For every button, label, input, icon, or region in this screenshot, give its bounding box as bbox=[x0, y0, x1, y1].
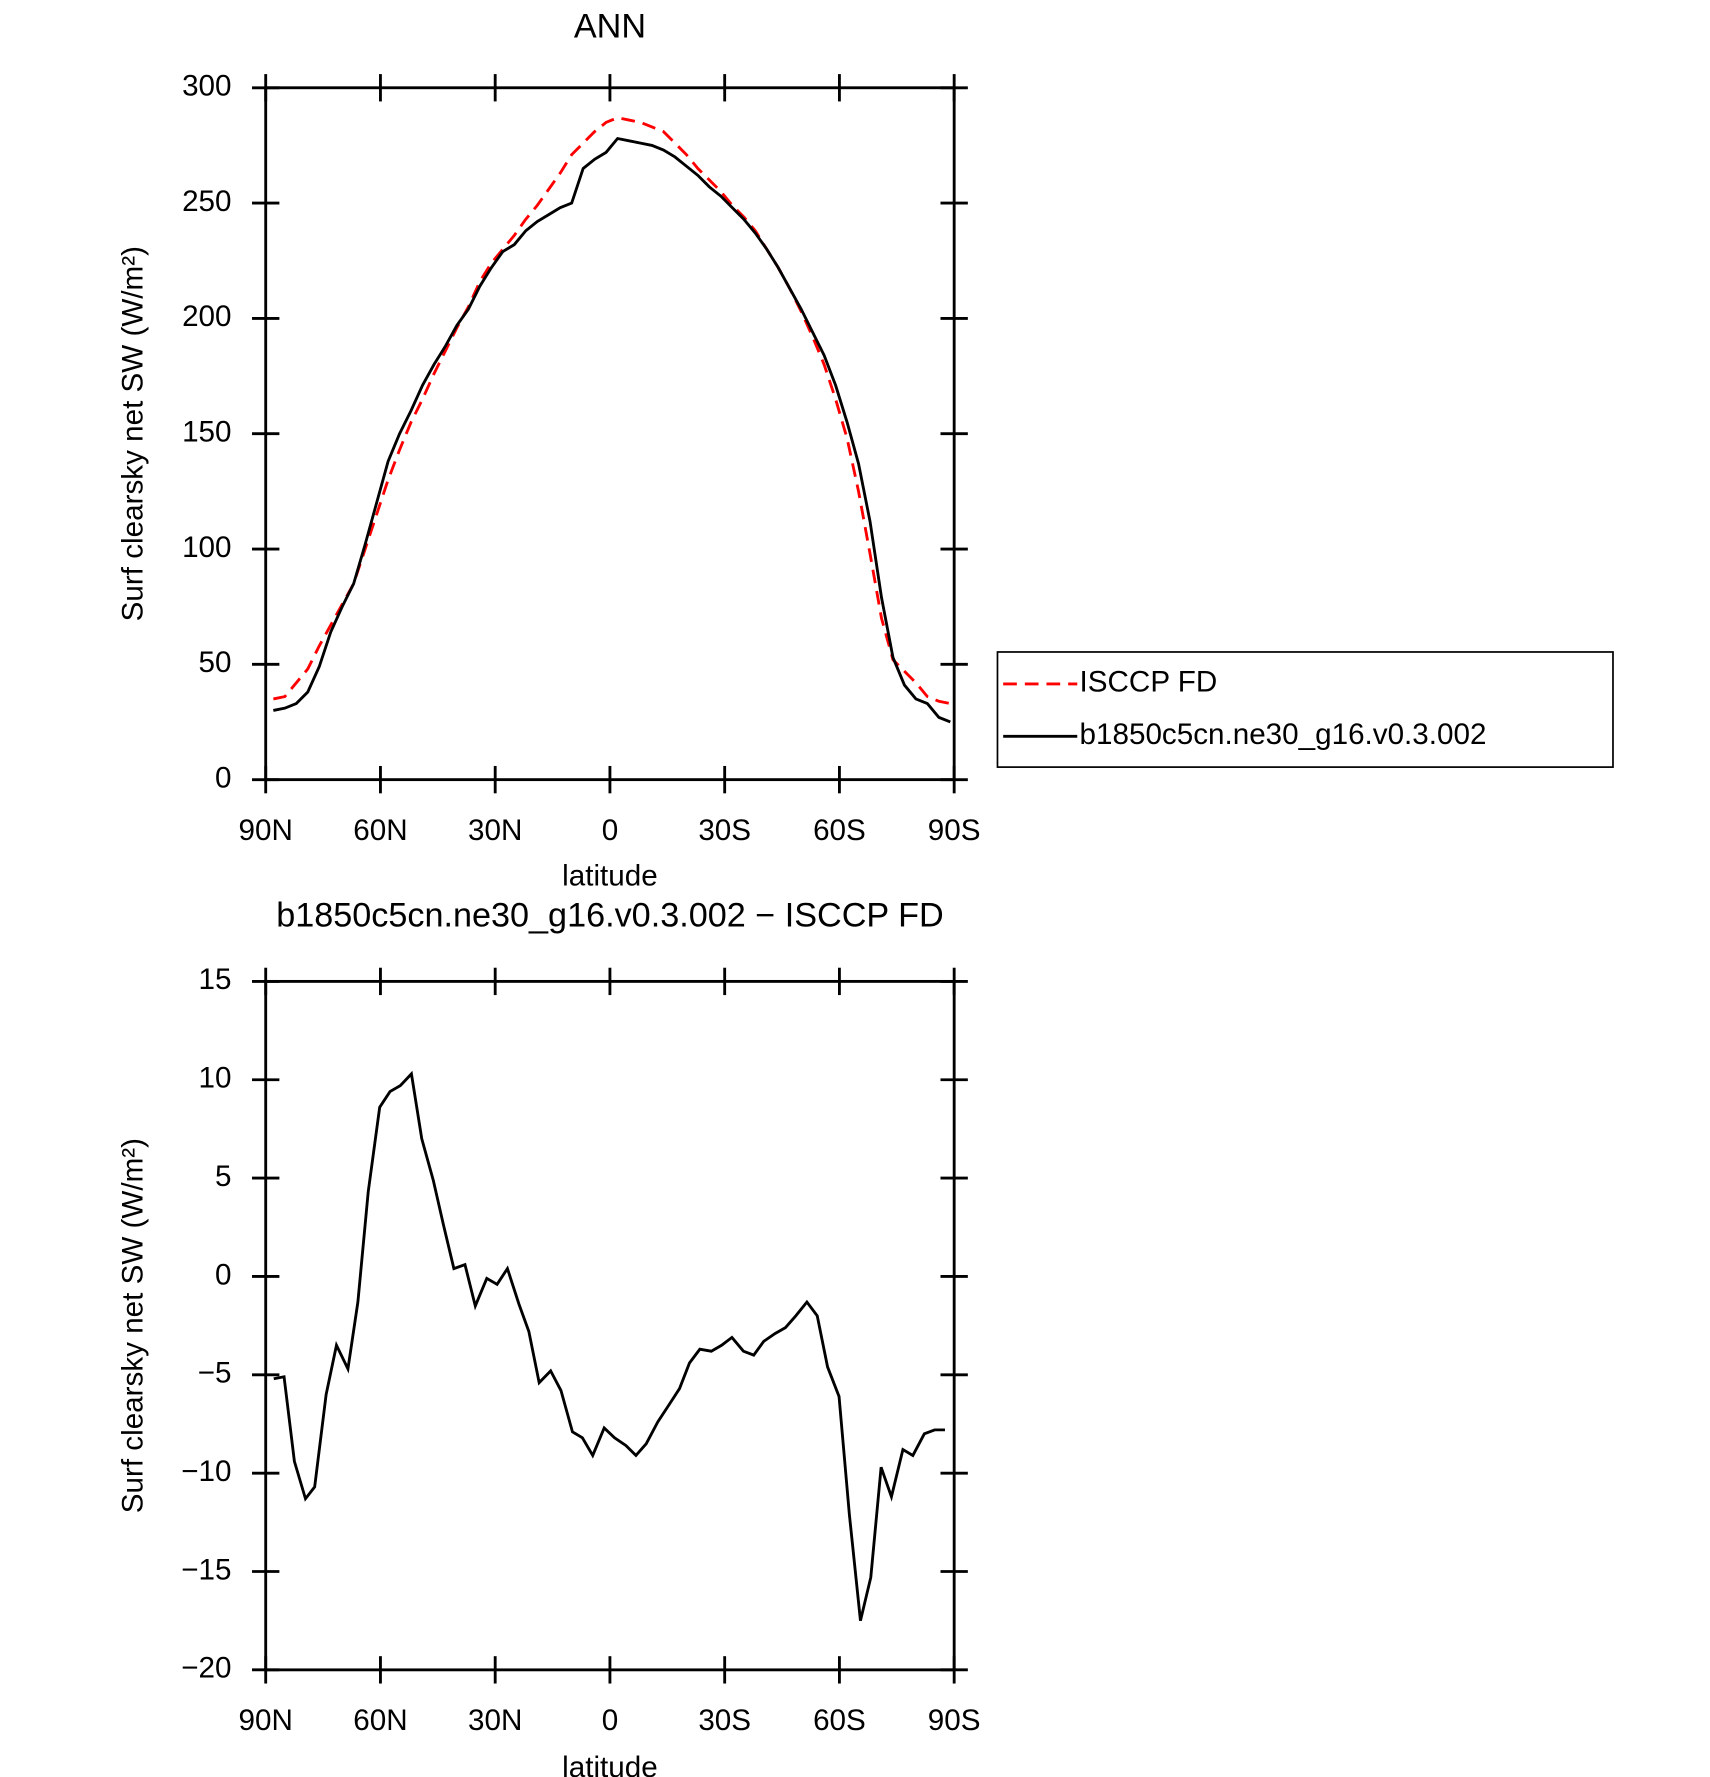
y-tick-label: 300 bbox=[182, 70, 231, 103]
x-tick-label: 90N bbox=[239, 814, 293, 847]
chart-title: ANN bbox=[574, 8, 646, 46]
x-tick-label: 90S bbox=[928, 814, 981, 847]
y-tick-label: 10 bbox=[199, 1062, 232, 1095]
data-line bbox=[273, 136, 951, 724]
y-tick-label: −15 bbox=[181, 1553, 231, 1586]
plot-frame bbox=[264, 979, 956, 1672]
y-tick-label: −20 bbox=[181, 1652, 231, 1685]
y-tick-label: −5 bbox=[198, 1357, 232, 1390]
x-tick-label: 90N bbox=[239, 1704, 293, 1737]
y-tick-label: 0 bbox=[215, 761, 231, 794]
x-tick-label: 60N bbox=[353, 814, 407, 847]
y-tick-label: 150 bbox=[182, 416, 231, 449]
chart-title: b1850c5cn.ne30_g16.v0.3.002 − ISCCP FD bbox=[276, 897, 943, 935]
legend-label: b1850c5cn.ne30_g16.v0.3.002 bbox=[1080, 718, 1487, 751]
data-line bbox=[273, 1070, 945, 1622]
x-tick-label: 30N bbox=[468, 1704, 522, 1737]
x-axis-label: latitude bbox=[562, 859, 658, 892]
x-tick-label: 60S bbox=[813, 814, 866, 847]
y-tick-label: 0 bbox=[215, 1258, 231, 1291]
x-axis-label: latitude bbox=[562, 1751, 658, 1777]
y-tick-label: 15 bbox=[199, 963, 232, 996]
y-axis-label: Surf clearsky net SW (W/m²) bbox=[116, 246, 149, 621]
y-tick-label: 5 bbox=[215, 1160, 231, 1193]
x-tick-label: 0 bbox=[602, 814, 618, 847]
x-tick-label: 90S bbox=[928, 1704, 981, 1737]
x-tick-label: 60N bbox=[353, 1704, 407, 1737]
y-tick-label: 50 bbox=[199, 646, 232, 679]
x-tick-label: 30N bbox=[468, 814, 522, 847]
y-tick-label: 100 bbox=[182, 531, 231, 564]
y-axis-label: Surf clearsky net SW (W/m²) bbox=[116, 1138, 149, 1513]
y-tick-label: −10 bbox=[181, 1455, 231, 1488]
x-tick-label: 30S bbox=[698, 814, 751, 847]
legend-box bbox=[996, 651, 1614, 768]
x-tick-label: 0 bbox=[602, 1704, 618, 1737]
x-tick-label: 30S bbox=[698, 1704, 751, 1737]
y-tick-label: 200 bbox=[182, 300, 231, 333]
x-tick-label: 60S bbox=[813, 1704, 866, 1737]
y-tick-label: 250 bbox=[182, 185, 231, 218]
legend-label: ISCCP FD bbox=[1080, 666, 1218, 699]
data-line bbox=[273, 116, 951, 705]
